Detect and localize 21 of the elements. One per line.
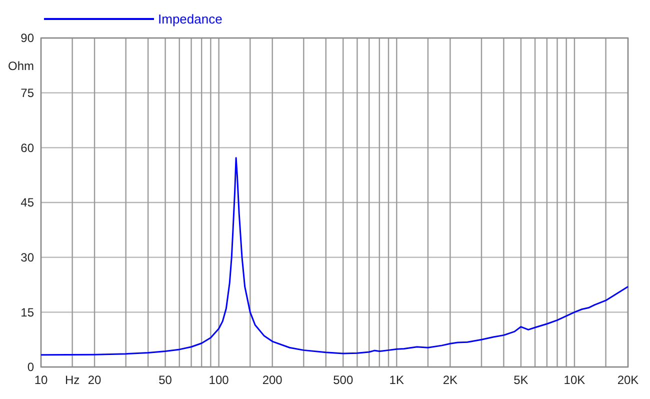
x-tick-label: 20K <box>617 373 639 387</box>
y-tick-label: 90 <box>20 31 34 46</box>
y-tick-label: 15 <box>20 305 34 320</box>
x-tick-label: 500 <box>333 373 354 387</box>
y-tick-label: 0 <box>27 360 34 374</box>
x-tick-label: 10K <box>564 373 586 387</box>
x-tick-label: 10 <box>34 373 48 387</box>
x-tick-label: 1K <box>389 373 404 387</box>
x-tick-label: 20 <box>88 373 102 387</box>
y-tick-label: 30 <box>20 250 34 265</box>
x-tick-label: 5K <box>514 373 528 387</box>
y-axis-title: Ohm <box>8 59 34 73</box>
text: Impedance <box>158 12 222 27</box>
y-tick-label: 60 <box>20 140 34 155</box>
x-tick-label: Hz <box>64 373 80 387</box>
x-tick-label: 2K <box>442 373 458 387</box>
x-tick-label: 50 <box>158 373 172 387</box>
y-tick-label: 45 <box>20 196 34 210</box>
x-tick-label: 100 <box>208 373 230 387</box>
y-tick-label: 75 <box>20 86 34 100</box>
x-tick-label: 200 <box>262 373 283 387</box>
